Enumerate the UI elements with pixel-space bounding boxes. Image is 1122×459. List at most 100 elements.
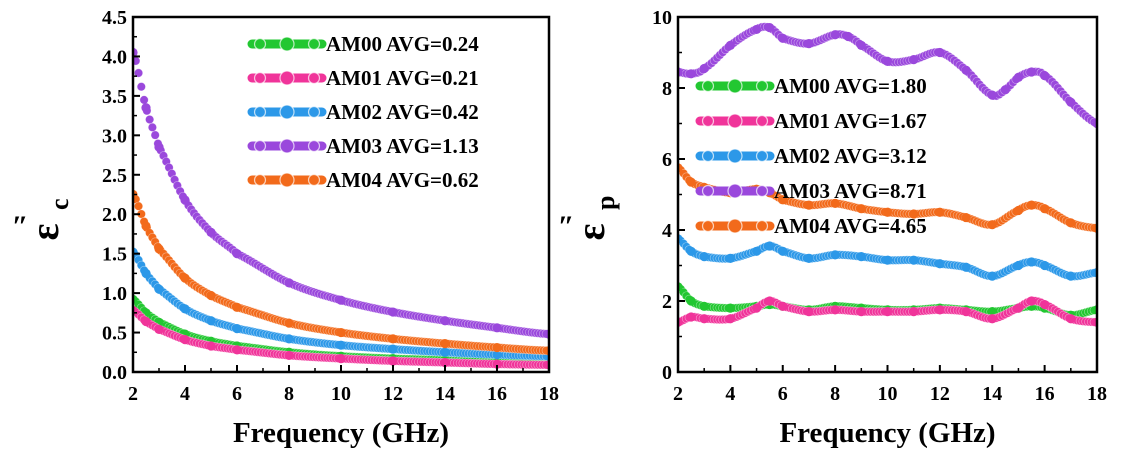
x-tick-label: 10 — [331, 383, 351, 405]
data-point — [909, 255, 919, 265]
data-point — [1066, 271, 1076, 281]
data-point — [804, 39, 814, 49]
data-point — [935, 259, 945, 269]
data-point — [725, 314, 735, 324]
x-tick-label: 18 — [539, 383, 559, 405]
svg-text:c: c — [45, 198, 74, 210]
data-point — [1000, 85, 1010, 95]
data-point — [830, 30, 840, 40]
data-point — [686, 312, 696, 322]
legend-label: AM03 AVG=1.13 — [326, 134, 479, 158]
y-tick-label: 1.0 — [102, 283, 127, 305]
data-point — [699, 314, 709, 324]
data-point — [232, 345, 242, 355]
x-tick-label: 18 — [1087, 383, 1107, 405]
data-point — [336, 327, 346, 338]
data-point — [232, 249, 242, 259]
data-point — [1040, 260, 1050, 271]
data-point — [232, 324, 242, 334]
data-point — [778, 33, 788, 43]
data-point — [154, 324, 164, 334]
data-point — [804, 307, 814, 317]
data-point — [778, 195, 788, 205]
data-point — [284, 318, 294, 328]
data-point — [987, 271, 997, 281]
legend-label: AM01 AVG=0.21 — [326, 66, 479, 90]
data-point — [830, 198, 840, 208]
data-point — [1013, 260, 1024, 271]
data-point — [765, 241, 775, 251]
data-point — [388, 334, 398, 344]
data-point — [1026, 257, 1037, 267]
data-point — [1013, 72, 1024, 82]
y-axis-label: ε c ″ — [12, 198, 74, 243]
data-point — [141, 316, 151, 327]
data-point — [1040, 204, 1050, 214]
data-point — [1026, 67, 1037, 77]
data-point — [699, 63, 709, 74]
y-tick-label: 4.5 — [102, 7, 127, 29]
data-point — [336, 353, 346, 364]
data-point — [154, 244, 164, 254]
data-point — [765, 23, 775, 33]
y-tick-label: 8 — [662, 78, 672, 100]
data-point — [206, 227, 216, 237]
x-tick-label: 16 — [487, 383, 507, 405]
data-point — [440, 339, 450, 349]
y-tick-label: 2.5 — [102, 165, 127, 187]
data-point — [686, 69, 696, 79]
data-point — [830, 305, 840, 315]
svg-text:″: ″ — [12, 210, 29, 243]
data-point — [154, 284, 164, 294]
data-point — [1026, 200, 1037, 210]
legend-label: AM04 AVG=0.62 — [326, 168, 479, 192]
data-point — [686, 246, 696, 256]
data-point — [987, 220, 997, 230]
x-tick-label: 16 — [1035, 383, 1055, 405]
x-tick-label: 12 — [383, 383, 403, 405]
series-am03 — [133, 47, 549, 339]
data-point — [180, 304, 190, 314]
data-point — [492, 359, 502, 369]
data-point — [751, 24, 762, 35]
data-point — [686, 177, 696, 187]
y-tick-label: 2 — [662, 291, 672, 313]
y-tick-label: 0.0 — [102, 362, 127, 384]
data-point — [388, 344, 398, 354]
series-am03 — [678, 22, 1097, 129]
data-point — [987, 314, 997, 324]
legend-item: AM03 AVG=1.13 — [247, 134, 479, 158]
data-point — [909, 55, 919, 65]
legend-label: AM00 AVG=1.80 — [774, 74, 927, 98]
data-point — [492, 342, 502, 353]
data-point — [180, 195, 190, 205]
data-point — [765, 296, 775, 306]
legend-item: AM04 AVG=0.62 — [247, 168, 479, 192]
data-point — [440, 347, 450, 357]
x-axis-label: Frequency (GHz) — [779, 417, 995, 449]
y-axis-label: εp ″ — [558, 196, 620, 243]
data-point — [804, 200, 814, 210]
data-point — [141, 221, 151, 231]
y-tick-label: 3.5 — [102, 86, 127, 108]
legend-label: AM02 AVG=0.42 — [326, 100, 479, 124]
y-tick-label: 4 — [662, 220, 672, 242]
svg-text:″: ″ — [558, 210, 575, 243]
data-point — [1066, 218, 1076, 228]
data-point — [180, 273, 190, 283]
series-am02 — [133, 247, 549, 361]
data-point — [699, 252, 709, 262]
data-point — [909, 307, 919, 317]
data-point — [440, 316, 450, 326]
data-point — [141, 268, 151, 278]
y-tick-label: 2.0 — [102, 204, 127, 226]
x-tick-label: 4 — [180, 383, 190, 405]
legend-item: AM04 AVG=4.65 — [695, 214, 927, 238]
data-point — [388, 356, 398, 366]
series-am02 — [678, 234, 1097, 281]
legend-item: AM03 AVG=8.71 — [695, 179, 927, 203]
data-point — [1040, 299, 1050, 310]
data-point — [804, 253, 814, 263]
series-am04 — [133, 189, 549, 356]
